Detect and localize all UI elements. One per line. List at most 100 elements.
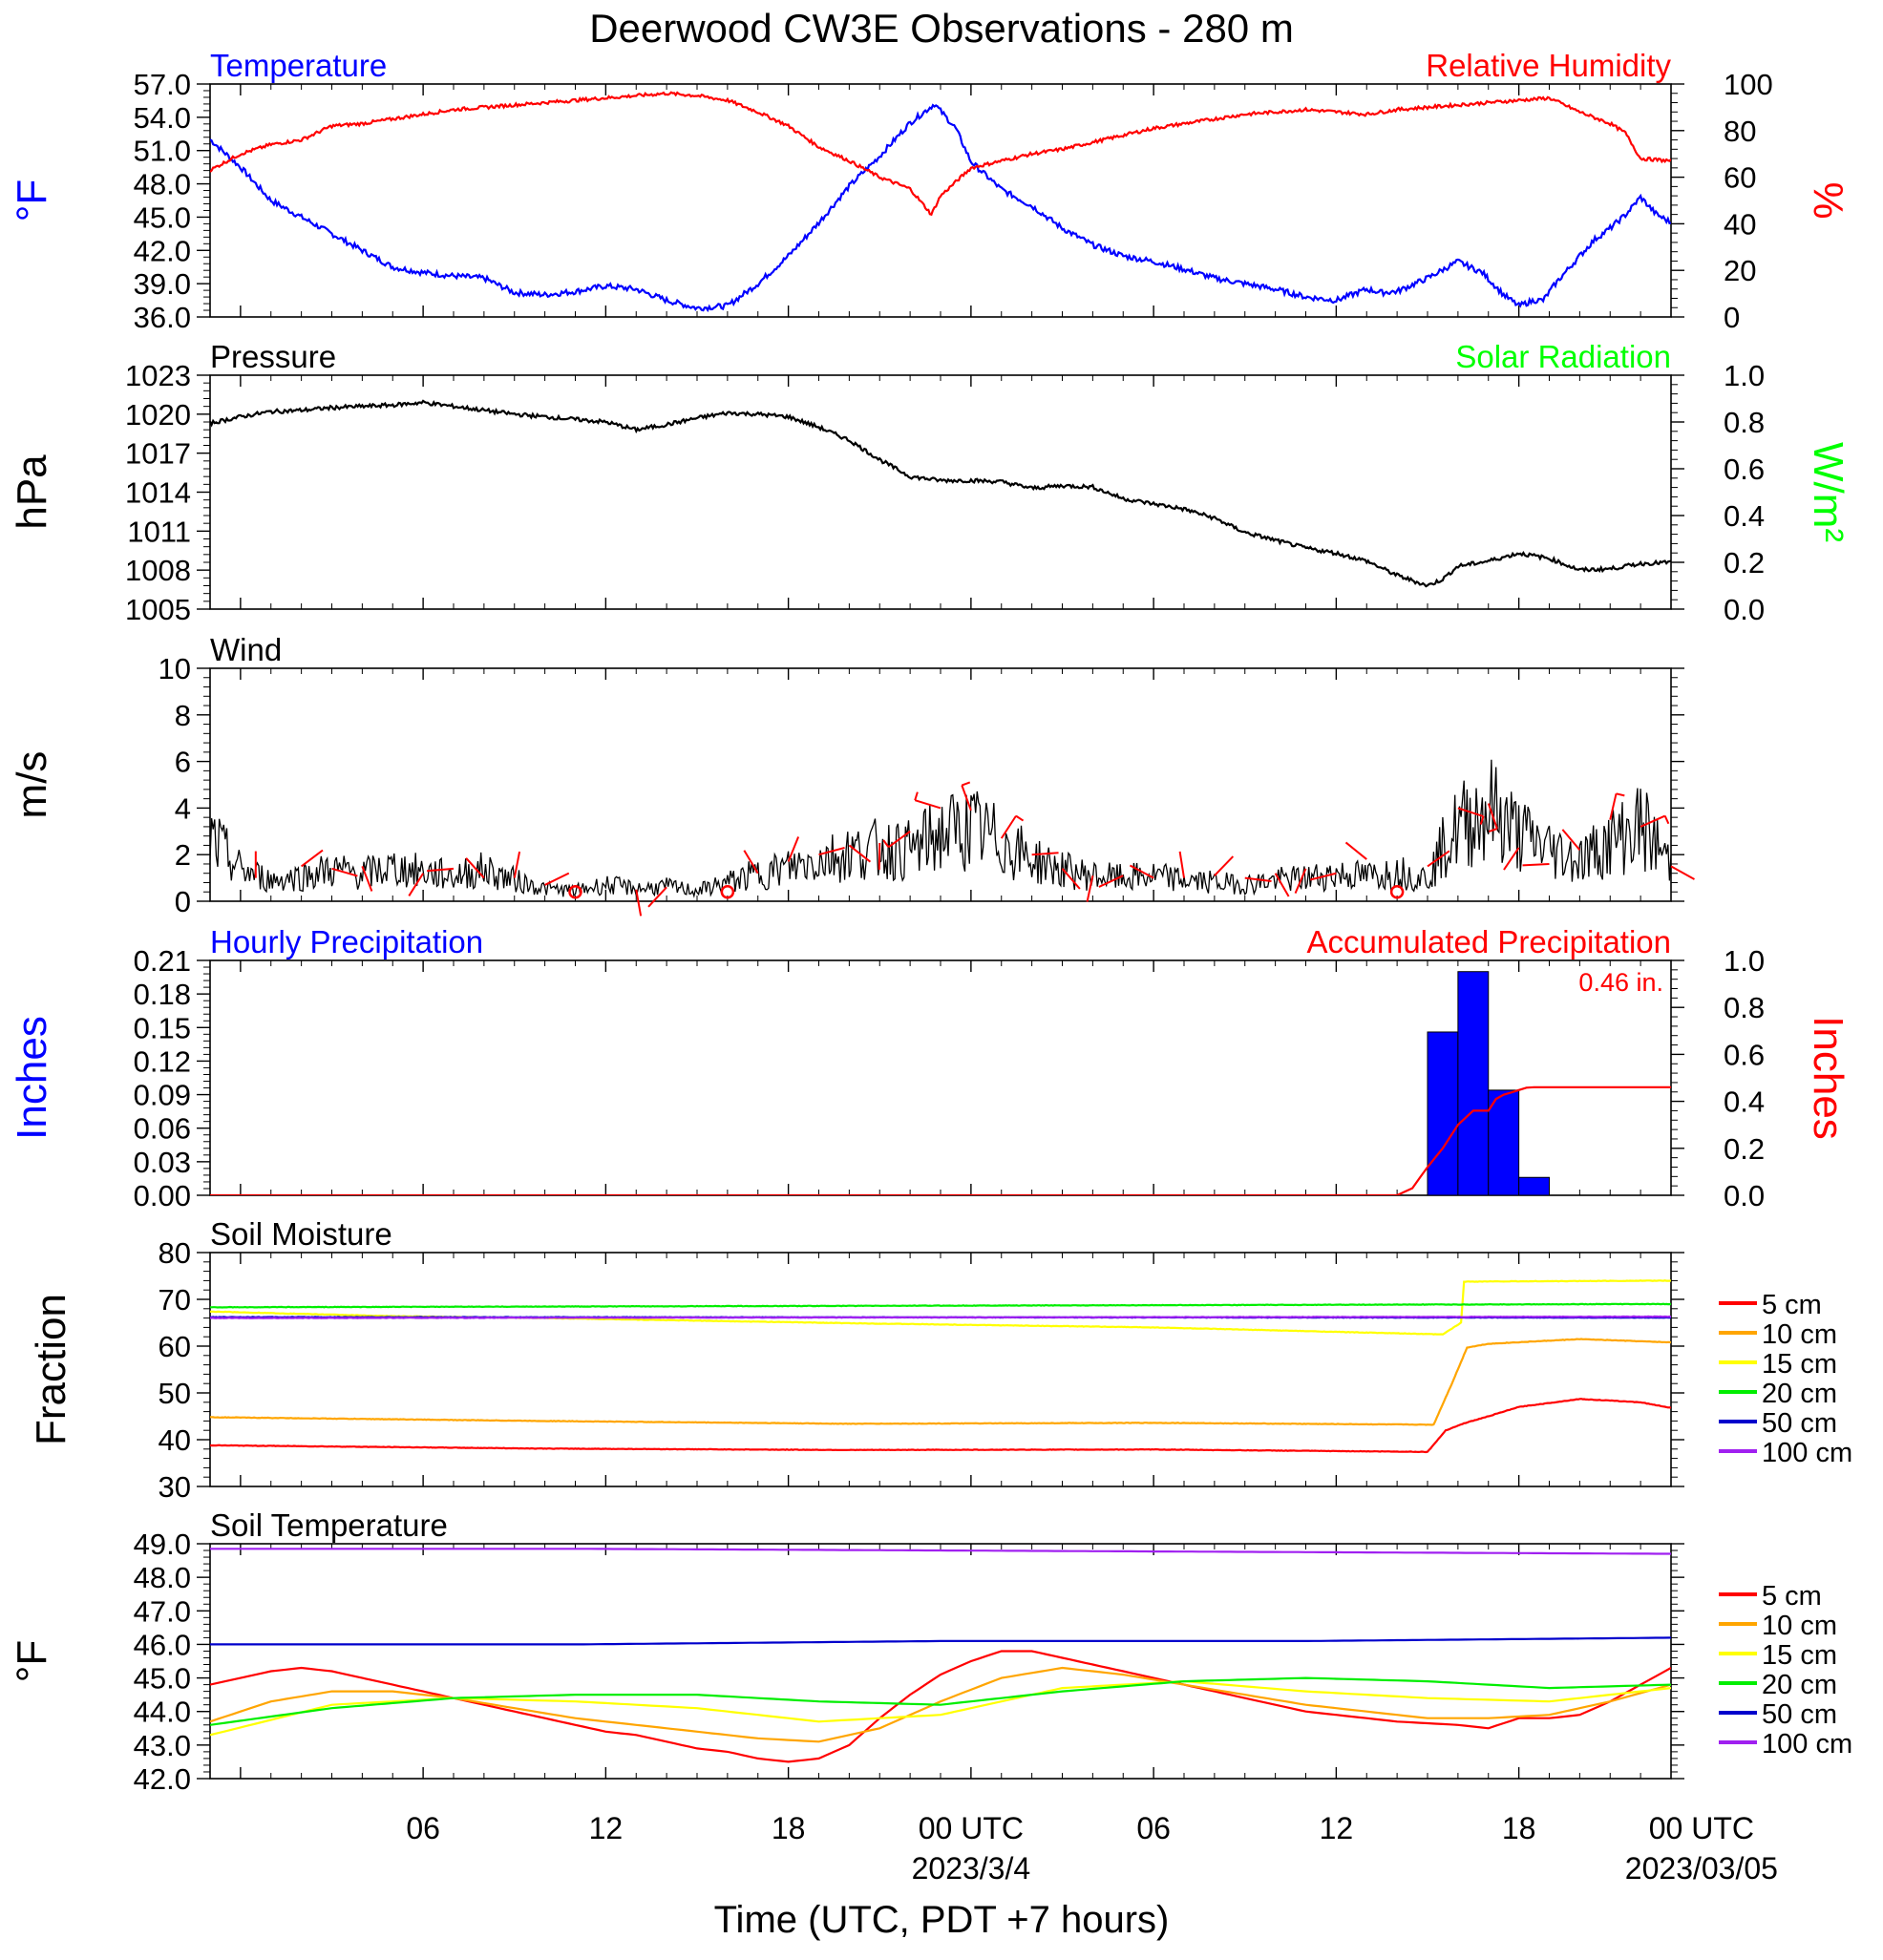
wind-barb: [1344, 841, 1367, 860]
wind-barb: [1214, 855, 1235, 876]
y-left-tick-label: 39.0: [134, 267, 191, 301]
panel-right-title: Solar Radiation: [1455, 339, 1671, 374]
y-left-tick-label: 50: [159, 1377, 191, 1410]
wind-barb: [1487, 803, 1498, 830]
x-tick-label: 00 UTC: [919, 1811, 1024, 1845]
legend-label: 10 cm: [1762, 1319, 1837, 1350]
y-left-tick-label: 45.0: [134, 1662, 191, 1696]
y-left-tick-label: 1017: [125, 437, 191, 471]
y-left-tick-label: 0: [175, 885, 191, 918]
y-left-tick-label: 1008: [125, 554, 191, 587]
wind-barb-feather: [1015, 814, 1025, 822]
y-left-tick-label: 46.0: [134, 1628, 191, 1661]
y-left-tick-label: 42.0: [134, 1762, 191, 1796]
wind-barb: [1000, 815, 1017, 839]
wind-barb: [1031, 852, 1059, 856]
series-line-5-cm: [210, 1398, 1671, 1454]
wind-barb: [361, 866, 373, 892]
legend-label: 20 cm: [1762, 1670, 1837, 1700]
y-right-tick-label: 0.2: [1724, 546, 1765, 580]
wind-barb: [544, 872, 570, 886]
legend-label: 50 cm: [1762, 1408, 1837, 1439]
y-right-axis-label: W/m²: [1805, 442, 1851, 542]
wind-barb: [647, 886, 667, 908]
y-left-axis-label: Fraction: [28, 1294, 74, 1445]
y-left-tick-label: 51.0: [134, 135, 191, 168]
wind-barb: [1086, 875, 1094, 902]
y-right-tick-label: 0.6: [1724, 1038, 1765, 1071]
y-left-tick-label: 47.0: [134, 1594, 191, 1628]
time-axis: 06 12 18 00 UTC 06 12 18 00 UTC 2023/3/4 2023/03/…: [406, 1811, 1778, 1886]
wind-barb: [848, 844, 872, 863]
panel-wind: 0 2 4 6 8 10 Wind m/s: [9, 632, 1695, 918]
wind-barb-feather: [882, 839, 890, 848]
y-left-tick-label: 44.0: [134, 1696, 191, 1729]
y-left-tick-label: 0.06: [134, 1112, 191, 1146]
wind-barb: [961, 785, 972, 811]
y-left-tick-label: 0.18: [134, 978, 191, 1011]
plot-area: [210, 399, 1671, 588]
series-line-pressure: [210, 399, 1671, 588]
y-left-tick-label: 42.0: [134, 234, 191, 267]
legend-label: 15 cm: [1762, 1640, 1837, 1671]
y-right-tick-label: 0.4: [1724, 499, 1765, 533]
y-left-tick-label: 6: [175, 746, 191, 779]
plot-area: [210, 1279, 1671, 1454]
x-tick-label: 06: [1136, 1811, 1171, 1845]
y-left-tick-label: 2: [175, 838, 191, 872]
series-line-20-cm: [210, 1302, 1671, 1309]
x-date-label: 2023/3/4: [912, 1851, 1031, 1886]
legend-label: 5 cm: [1762, 1581, 1822, 1612]
y-left-tick-label: 36.0: [134, 301, 191, 334]
wind-barb: [887, 830, 911, 849]
wind-barb: [1294, 868, 1307, 895]
panel-left-title: Hourly Precipitation: [210, 924, 483, 959]
y-left-tick-label: 1005: [125, 593, 191, 626]
x-axis-label: Time (UTC, PDT +7 hours): [714, 1899, 1170, 1941]
figure-title: Deerwood CW3E Observations - 280 m: [589, 6, 1294, 51]
y-left-tick-label: 57.0: [134, 68, 191, 101]
wind-barb: [1457, 807, 1484, 818]
series-line-wind: [210, 759, 1671, 898]
series-line-50-cm: [210, 1636, 1671, 1646]
series-line-relative-humidity: [210, 91, 1671, 217]
series-line-100-cm: [210, 1548, 1671, 1555]
wind-barb: [1561, 829, 1581, 851]
wind-barb-feather: [914, 791, 919, 801]
wind-barb: [427, 867, 455, 873]
panels: 36.039.042.045.048.051.054.057.002040608…: [9, 48, 1852, 1796]
panel-right-title: Accumulated Precipitation: [1306, 924, 1671, 959]
panel-temperature-humidity: 36.039.042.045.048.051.054.057.0 0 20 40 60 8…: [9, 48, 1851, 334]
y-left-tick-label: 1014: [125, 476, 191, 510]
panel-soil-moisture: 30 40 50 60 70 80 Soil Moisture Fraction: [28, 1216, 1684, 1504]
wind-barb: [818, 846, 845, 856]
series-line-10-cm: [210, 1338, 1671, 1426]
legend-label: 100 cm: [1762, 1438, 1852, 1468]
panel-left-title: Soil Moisture: [210, 1216, 392, 1252]
wind-barb: [635, 889, 643, 917]
y-left-axis-label: °F: [9, 1640, 55, 1682]
y-left-tick-label: 54.0: [134, 101, 191, 135]
series-line-temperature: [210, 103, 1671, 313]
wind-barb-feather: [1479, 815, 1485, 825]
y-right-tick-label: 0.6: [1724, 453, 1765, 486]
wind-barb: [743, 850, 759, 875]
y-left-tick-label: 43.0: [134, 1729, 191, 1762]
y-right-tick-label: 100: [1724, 68, 1773, 101]
wind-barb-calm: [568, 884, 582, 899]
y-left-tick-label: 60: [159, 1330, 191, 1363]
wind-barb: [914, 799, 942, 810]
plot-area: [210, 1548, 1671, 1763]
wind-barb-feather: [1489, 828, 1498, 832]
x-tick-label: 12: [1320, 1811, 1354, 1845]
wind-barb: [1522, 862, 1550, 867]
y-right-axis-label: Inches: [1805, 1016, 1851, 1140]
y-right-tick-label: 0.4: [1724, 1085, 1765, 1119]
x-tick-label: 06: [406, 1811, 440, 1845]
panel-precipitation: 0.000.030.060.090.120.150.180.21 0.0 0.2 0.…: [9, 924, 1851, 1212]
wind-barb-feather: [961, 781, 971, 787]
series-line-20-cm: [210, 1676, 1671, 1726]
y-left-tick-label: 0.15: [134, 1011, 191, 1044]
